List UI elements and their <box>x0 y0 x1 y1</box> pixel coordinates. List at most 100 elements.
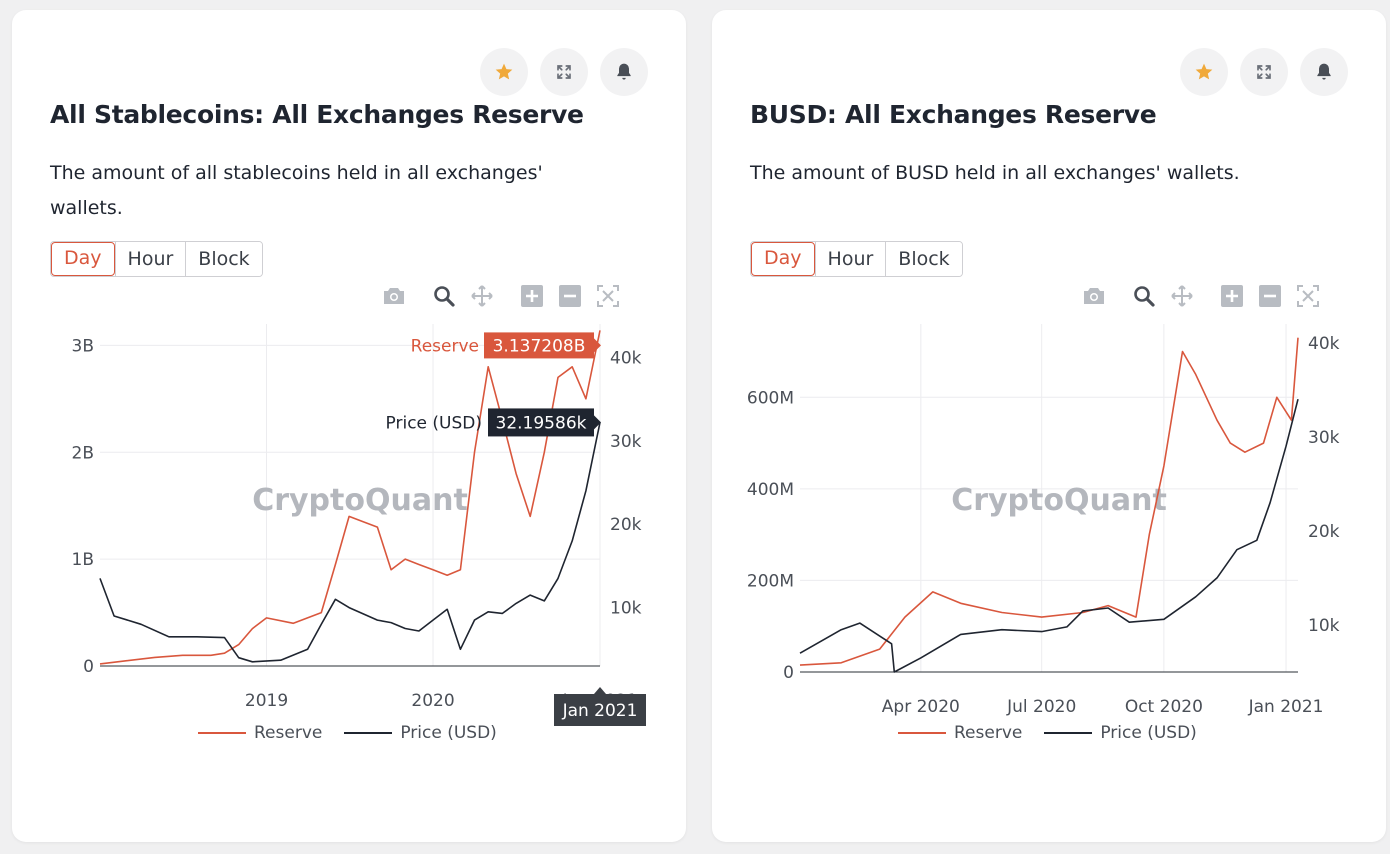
y-right-tick-label: 40k <box>1308 334 1340 354</box>
y-right-tick-label: 30k <box>610 432 642 452</box>
favorite-button[interactable] <box>1180 48 1228 96</box>
card-actions <box>480 48 648 96</box>
legend-item-reserve[interactable]: Reserve <box>198 723 322 743</box>
resolution-toggle: Day Hour Block <box>50 241 263 277</box>
y-left-tick-label: 400M <box>747 480 794 500</box>
x-tick-label: Jul 2020 <box>1006 697 1076 717</box>
chart-card-busd: BUSD: All Exchanges Reserve The amount o… <box>712 10 1386 842</box>
chart-legend: Reserve Price (USD) <box>198 723 497 743</box>
y-right-tick-label: 20k <box>610 515 642 535</box>
chart-card-all-stablecoins: All Stablecoins: All Exchanges Reserve T… <box>12 10 686 842</box>
y-right-tick-label: 10k <box>610 599 642 619</box>
hover-date-box <box>554 694 646 726</box>
series-line-reserve <box>99 330 601 665</box>
resolution-hour-button[interactable]: Hour <box>114 242 186 276</box>
resolution-block-button[interactable]: Block <box>185 242 262 276</box>
series-line-price <box>99 422 601 663</box>
x-tick-label: Apr 2020 <box>882 697 960 717</box>
hover-labels: 3.137208B Reserve 32.19586k Price (USD) Jan … <box>386 332 646 726</box>
chart-axes: 01B2B3B10k20k30k40k20192020Jan 2021 <box>72 336 642 711</box>
legend-item-price[interactable]: Price (USD) <box>344 723 497 743</box>
x-tick-label: Jan 2021 <box>1248 697 1324 717</box>
hover-reserve-value: 3.137208B <box>493 336 586 356</box>
expand-icon <box>557 65 571 79</box>
y-right-tick-label: 40k <box>610 348 642 368</box>
x-tick-label: 2019 <box>245 691 288 711</box>
legend-label-price: Price (USD) <box>1100 723 1197 743</box>
pan-icon[interactable] <box>470 284 494 308</box>
chart-description: The amount of BUSD held in all exchanges… <box>750 162 1240 184</box>
resolution-day-button[interactable]: Day <box>51 242 115 276</box>
chart-plot-all-stablecoins[interactable]: CryptoQuant 0 1B 2B 3B 10k 20k 30k 40k 2019 2020 J… <box>12 300 686 730</box>
y-left-tick-label: 0 <box>783 663 794 683</box>
autoscale-icon[interactable] <box>1296 284 1320 308</box>
hover-date-pointer <box>594 687 606 694</box>
legend-swatch-reserve <box>898 732 946 734</box>
chart-plot-busd[interactable]: CryptoQuant 0 200M 400M 600M 10k 20k 30k 40k Apr… <box>712 300 1386 730</box>
y-left-tick-label: 0 <box>83 657 94 677</box>
star-icon <box>495 63 513 80</box>
hover-price-value: 32.19586k <box>496 413 587 433</box>
y-left-tick-label: 600M <box>747 388 794 408</box>
chart-description: The amount of all stablecoins held in al… <box>50 162 543 219</box>
hover-date-label: Jan 2021 <box>562 701 638 721</box>
resolution-hour-button[interactable]: Hour <box>814 242 886 276</box>
series-line-price <box>799 399 1299 673</box>
hover-reserve-box <box>484 332 594 359</box>
series-line-reserve <box>799 337 1299 666</box>
chart-title: BUSD: All Exchanges Reserve <box>750 100 1157 129</box>
star-icon <box>1195 63 1213 80</box>
x-tick-label: 2020 <box>411 691 454 711</box>
resolution-day-button[interactable]: Day <box>751 242 815 276</box>
chart-modebar <box>1082 284 1334 308</box>
favorite-button[interactable] <box>480 48 528 96</box>
zoom-in-icon[interactable] <box>520 284 544 308</box>
expand-button[interactable] <box>1240 48 1288 96</box>
chart-legend: Reserve Price (USD) <box>898 723 1197 743</box>
resolution-toggle: Day Hour Block <box>750 241 963 277</box>
watermark: CryptoQuant <box>252 483 468 518</box>
zoom-out-icon[interactable] <box>1258 284 1282 308</box>
bell-icon <box>617 63 631 80</box>
legend-label-price: Price (USD) <box>400 723 497 743</box>
legend-swatch-reserve <box>198 732 246 734</box>
chart-modebar <box>382 284 634 308</box>
chart-gridlines <box>100 324 601 667</box>
legend-swatch-price <box>1044 732 1093 734</box>
legend-item-reserve[interactable]: Reserve <box>898 723 1022 743</box>
hover-price-label: Price (USD) <box>386 413 482 433</box>
y-left-tick-label: 2B <box>72 443 94 463</box>
legend-swatch-price <box>344 732 393 734</box>
card-actions <box>1180 48 1348 96</box>
y-left-tick-label: 3B <box>72 336 94 356</box>
alert-button[interactable] <box>600 48 648 96</box>
y-left-tick-label: 200M <box>747 571 794 591</box>
expand-button[interactable] <box>540 48 588 96</box>
chart-gridlines <box>800 324 1298 673</box>
legend-label-reserve: Reserve <box>954 723 1023 743</box>
watermark-text: CryptoQuant <box>951 483 1167 518</box>
legend-item-price[interactable]: Price (USD) <box>1044 723 1197 743</box>
watermark-text: CryptoQuant <box>252 483 468 518</box>
alert-button[interactable] <box>1300 48 1348 96</box>
hover-price-box <box>488 408 594 437</box>
zoom-in-icon[interactable] <box>1220 284 1244 308</box>
chart-series <box>799 337 1299 673</box>
y-right-tick-label: 10k <box>1308 616 1340 636</box>
zoom-icon[interactable] <box>432 284 456 308</box>
autoscale-icon[interactable] <box>596 284 620 308</box>
chart-title: All Stablecoins: All Exchanges Reserve <box>50 100 584 129</box>
camera-icon[interactable] <box>1082 284 1106 308</box>
zoom-icon[interactable] <box>1132 284 1156 308</box>
y-left-tick-label: 1B <box>72 550 94 570</box>
watermark: CryptoQuant <box>951 483 1167 518</box>
camera-icon[interactable] <box>382 284 406 308</box>
hover-price-pointer <box>594 415 601 430</box>
pan-icon[interactable] <box>1170 284 1194 308</box>
legend-label-reserve: Reserve <box>254 723 323 743</box>
expand-icon <box>1257 65 1271 79</box>
resolution-block-button[interactable]: Block <box>885 242 962 276</box>
hover-reserve-pointer <box>594 338 601 353</box>
x-tick-label: Oct 2020 <box>1125 697 1203 717</box>
zoom-out-icon[interactable] <box>558 284 582 308</box>
